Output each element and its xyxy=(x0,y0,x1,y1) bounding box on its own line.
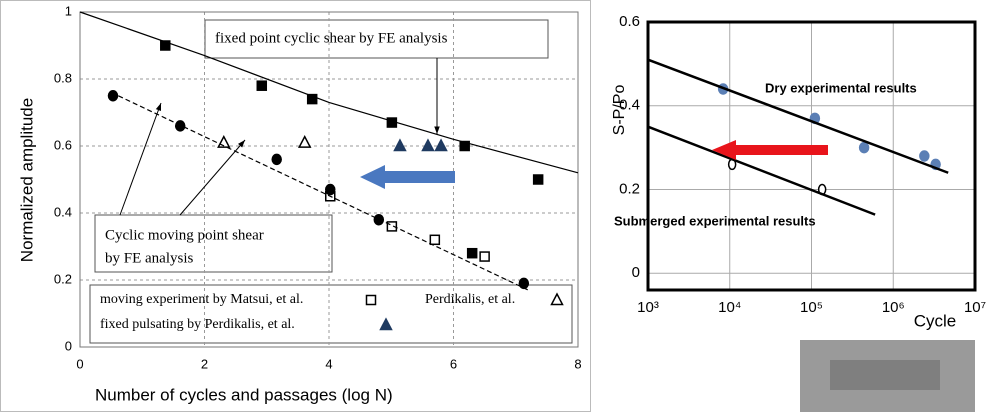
y-tick-label: 0.2 xyxy=(619,180,640,197)
legend-label: Perdikalis, et al. xyxy=(425,292,515,307)
x-axis-label: Cycle xyxy=(914,311,957,330)
legend-marker xyxy=(365,294,377,306)
annotation: fixed point cyclic shear by FE analysis xyxy=(215,30,448,46)
panel-frame xyxy=(0,0,591,412)
y-tick-label: 0 xyxy=(65,338,72,353)
fit-line xyxy=(647,58,949,174)
data-point xyxy=(858,141,870,154)
y-tick-label: 0.2 xyxy=(54,271,72,286)
photo-detail xyxy=(830,360,940,390)
annotation: Cyclic moving point shear xyxy=(105,227,264,243)
y-tick-label: 0.8 xyxy=(54,70,72,85)
data-point xyxy=(518,277,530,290)
x-tick-label: 10⁵ xyxy=(800,299,823,316)
annotation: Submerged experimental results xyxy=(614,213,816,228)
pointer-arrowhead xyxy=(238,140,245,148)
annotation: by FE analysis xyxy=(105,250,193,266)
x-tick-label: 0 xyxy=(76,356,83,371)
y-tick-label: 1 xyxy=(65,3,72,18)
x-tick-label: 4 xyxy=(325,356,332,371)
data-point xyxy=(256,80,268,91)
x-tick-label: 8 xyxy=(574,356,581,371)
data-point xyxy=(434,138,448,152)
data-point xyxy=(160,40,171,51)
x-tick-label: 10⁴ xyxy=(718,299,741,316)
pointer-arrowhead xyxy=(155,103,161,111)
y-tick-label: 0.4 xyxy=(619,97,640,114)
data-point xyxy=(421,138,435,152)
y-tick-label: 0 xyxy=(632,264,640,281)
legend-marker xyxy=(550,292,564,306)
legend-box xyxy=(89,284,573,344)
annotation-box xyxy=(94,214,333,273)
pointer-arrowhead xyxy=(434,126,440,134)
data-point xyxy=(466,247,478,259)
x-tick-label: 6 xyxy=(450,356,457,371)
data-point xyxy=(306,93,318,105)
legend-label: moving experiment by Matsui, et al. xyxy=(100,292,303,307)
y-axis-label: Normalized amplitude xyxy=(17,98,36,262)
legend-marker xyxy=(379,317,393,331)
x-tick-label: 10³ xyxy=(637,299,659,316)
legend-label: fixed pulsating by Perdikalis, et al. xyxy=(100,317,295,332)
y-axis-label: S-P/Po xyxy=(611,85,628,136)
pointer-arrow xyxy=(119,102,162,216)
x-tick-label: 10⁶ xyxy=(882,299,905,316)
data-point xyxy=(393,138,407,152)
y-tick-label: 0.4 xyxy=(54,204,72,219)
direction-arrow xyxy=(712,140,828,160)
x-axis-label: Number of cycles and passages (log N) xyxy=(95,385,393,404)
annotation: Dry experimental results xyxy=(765,80,917,95)
direction-arrow xyxy=(360,165,455,189)
data-point xyxy=(386,221,398,232)
y-tick-label: 0.6 xyxy=(54,137,72,152)
plot-frame xyxy=(79,11,579,348)
fit-line xyxy=(110,91,529,291)
data-point xyxy=(532,174,544,185)
pointer-arrow xyxy=(179,139,246,216)
annotation-box xyxy=(204,19,549,59)
x-tick-label: 2 xyxy=(201,356,208,371)
data-point xyxy=(479,251,490,262)
y-tick-label: 0.6 xyxy=(619,13,640,30)
fit-line xyxy=(79,11,579,174)
data-point xyxy=(107,90,119,102)
data-point xyxy=(297,135,312,148)
plot-frame xyxy=(646,20,977,292)
data-point xyxy=(324,183,336,196)
data-point xyxy=(919,150,930,162)
data-point xyxy=(459,140,470,152)
x-tick-label: 10⁷ xyxy=(964,299,986,316)
data-point xyxy=(271,153,282,166)
fit-line xyxy=(647,125,876,216)
data-point xyxy=(429,234,441,246)
data-point xyxy=(174,120,186,132)
